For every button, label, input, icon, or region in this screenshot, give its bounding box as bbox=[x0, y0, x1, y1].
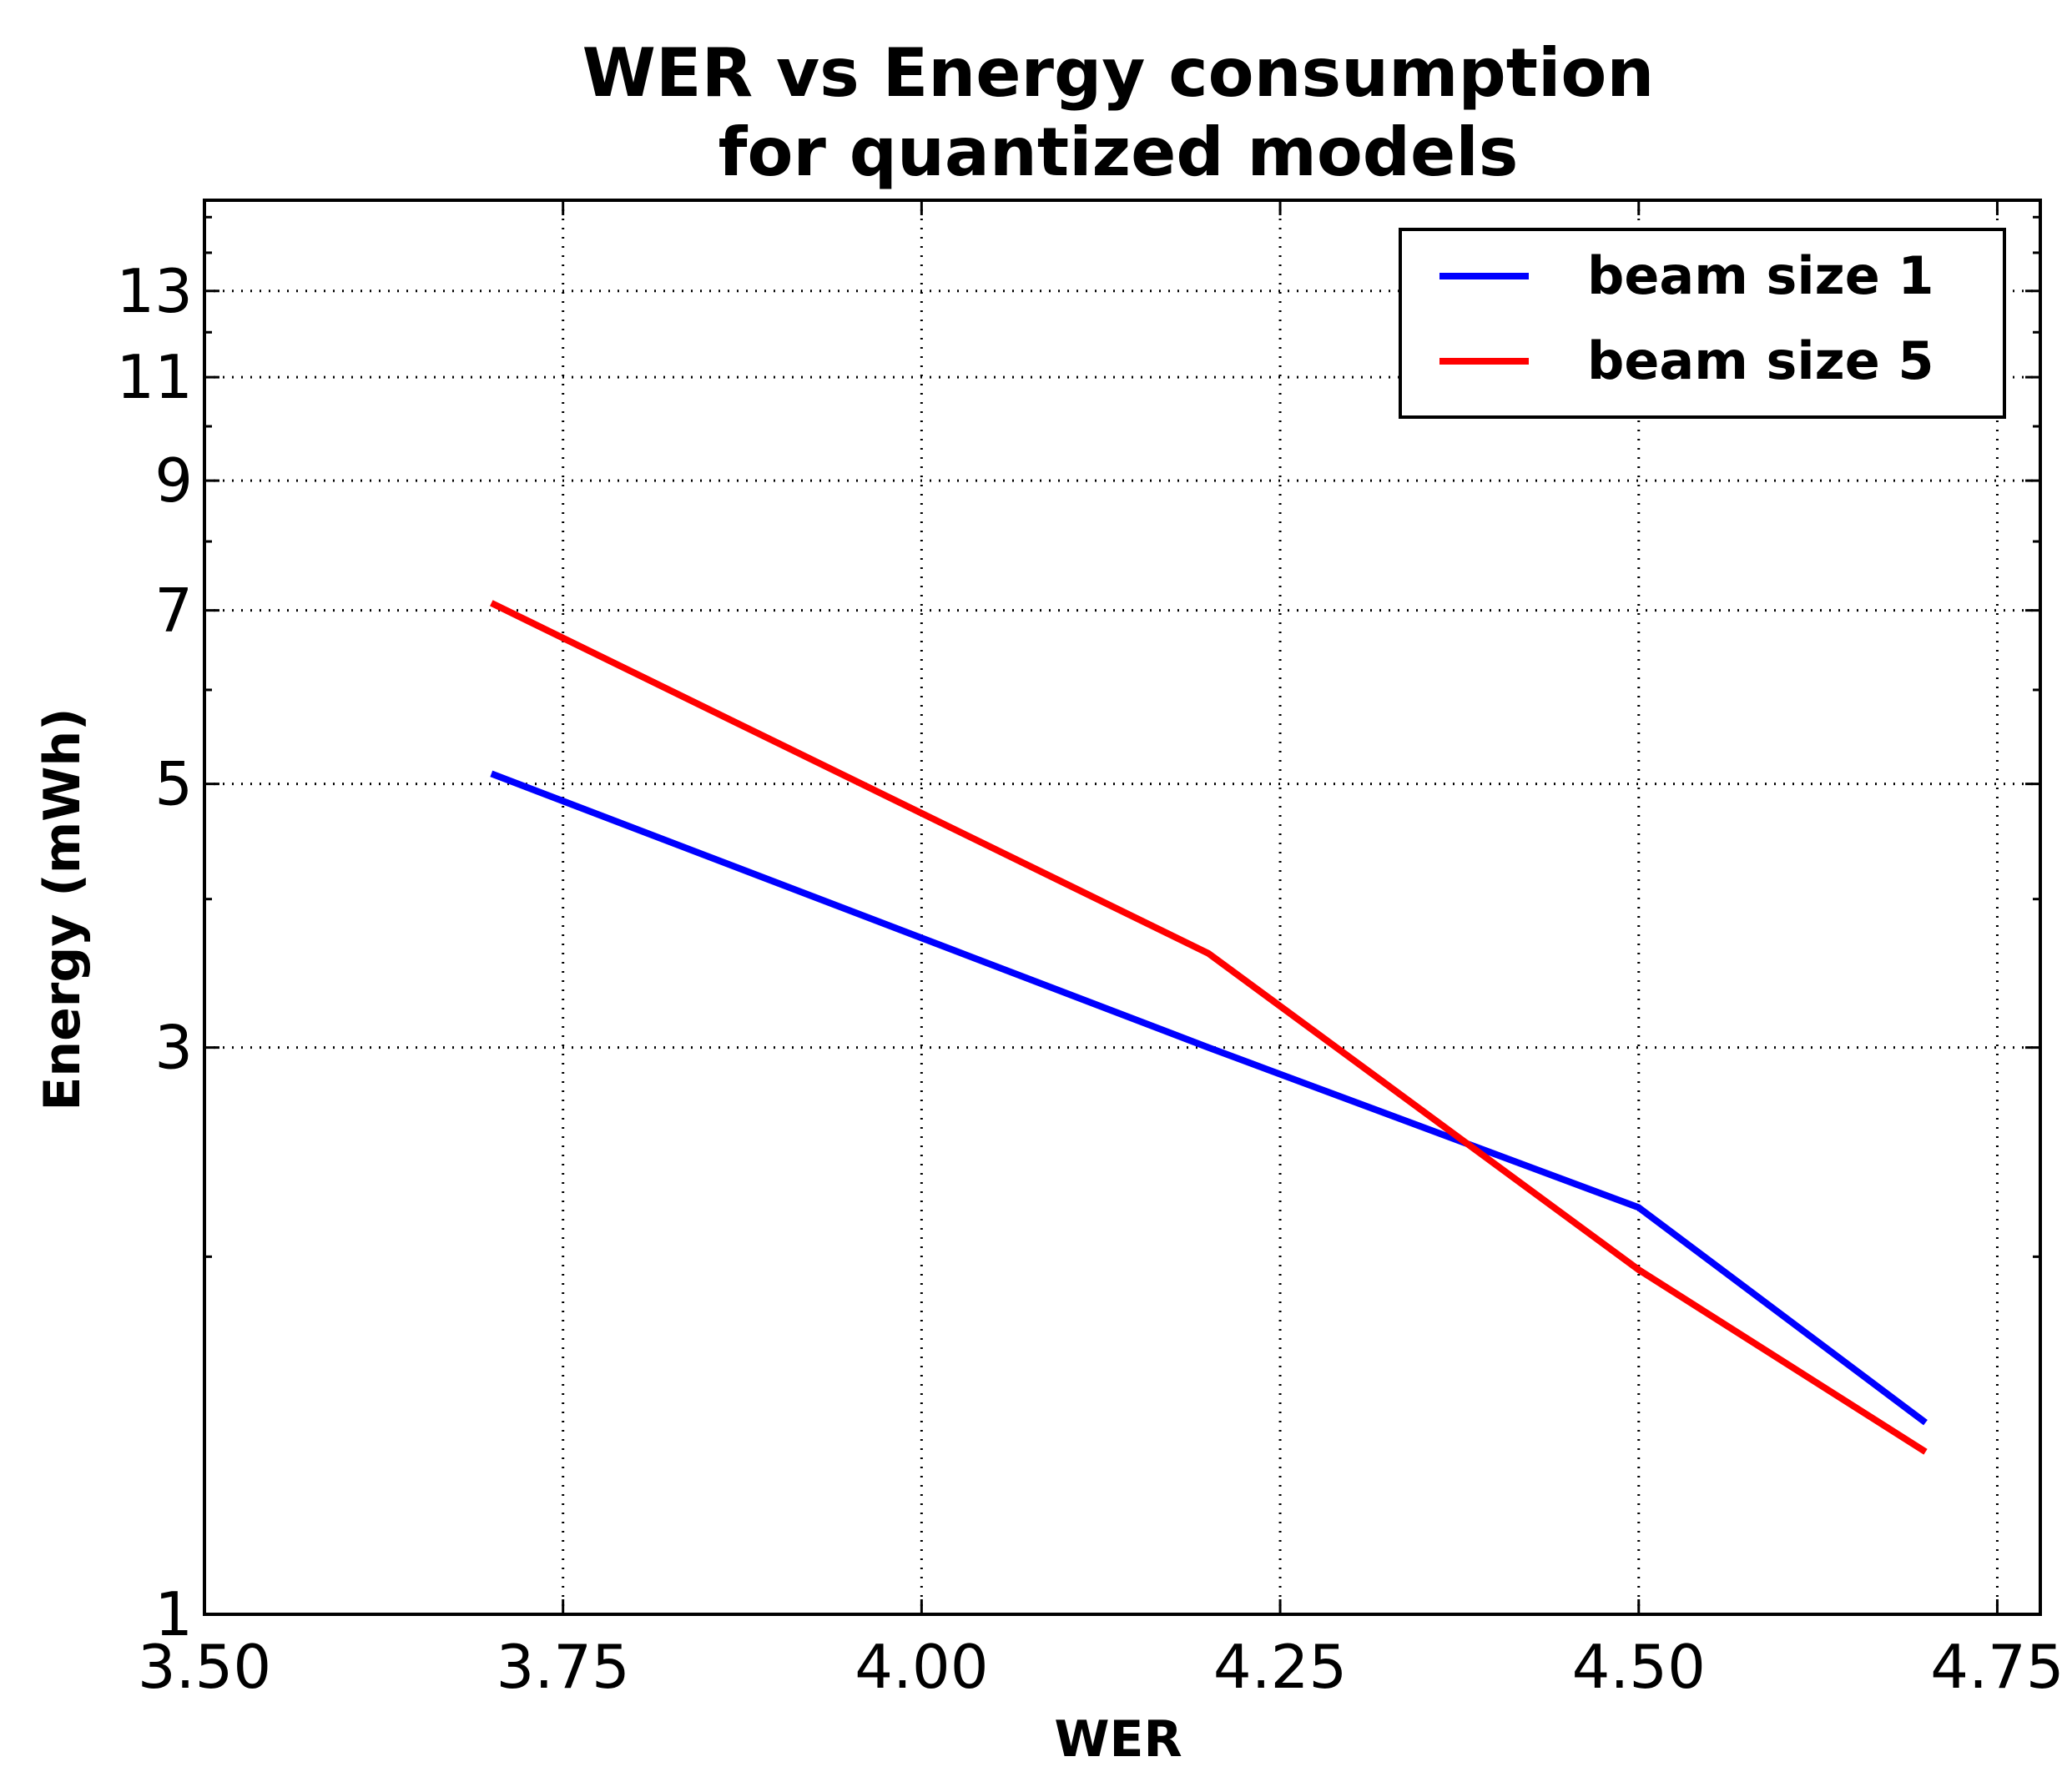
legend: beam size 1 beam size 5 bbox=[1399, 228, 2006, 419]
y-tick-label: 11 bbox=[116, 342, 193, 412]
plot-area-frame bbox=[203, 199, 2042, 1616]
legend-label-beam-size-1: beam size 1 bbox=[1587, 245, 1933, 306]
x-tick-label: 4.75 bbox=[1930, 1632, 2062, 1702]
y-tick-label: 13 bbox=[116, 256, 193, 326]
x-tick-label: 4.00 bbox=[855, 1632, 988, 1702]
y-tick-label: 3 bbox=[154, 1013, 193, 1083]
x-axis-label: WER bbox=[1054, 1710, 1182, 1769]
series-line-beam-size-1 bbox=[490, 770, 1928, 1426]
x-tick-label: 3.50 bbox=[138, 1632, 271, 1702]
series-line-beam-size-5 bbox=[490, 600, 1928, 1455]
y-tick-label: 9 bbox=[154, 445, 193, 516]
data-series bbox=[490, 600, 1928, 1455]
legend-label-beam-size-5: beam size 5 bbox=[1587, 330, 1933, 391]
x-tick-labels: 3.50 3.75 4.00 4.25 4.50 4.75 bbox=[138, 1632, 2062, 1702]
y-axis-label: Energy (mWh) bbox=[33, 707, 92, 1110]
x-tick-label: 4.50 bbox=[1572, 1632, 1706, 1702]
chart-title-line-2: for quantized models bbox=[718, 113, 1519, 191]
grid bbox=[204, 200, 2040, 1614]
y-tick-label: 5 bbox=[154, 749, 193, 819]
chart-title-line-1: WER vs Energy consumption bbox=[582, 34, 1655, 112]
y-tick-label: 1 bbox=[154, 1579, 193, 1649]
y-tick-label: 7 bbox=[154, 576, 193, 646]
legend-box bbox=[1399, 228, 2006, 419]
x-tick-label: 3.75 bbox=[497, 1632, 630, 1702]
x-tick-label: 4.25 bbox=[1213, 1632, 1347, 1702]
